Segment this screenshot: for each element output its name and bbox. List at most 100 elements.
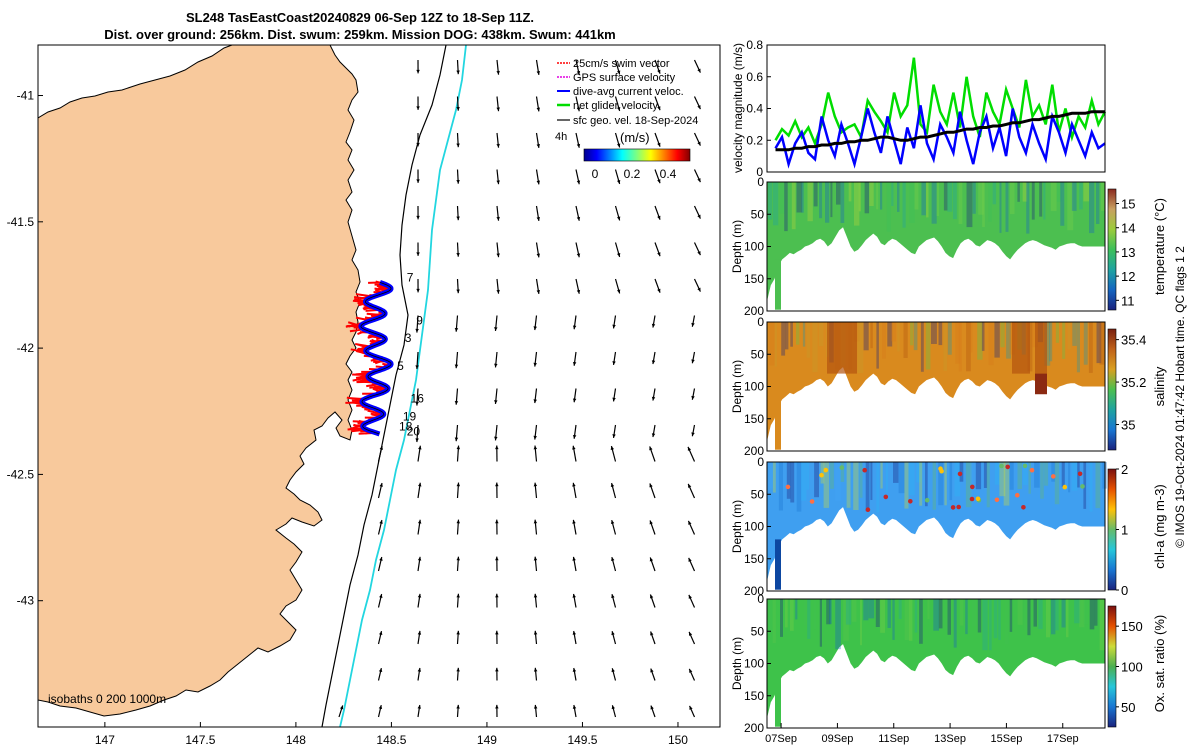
geo-velocity-arrowhead: [456, 70, 460, 75]
geo-velocity-arrowhead: [616, 143, 621, 148]
map-xtick-label: 147.5: [185, 733, 215, 747]
section-texture: [795, 599, 798, 620]
section-colorbar: [1107, 328, 1117, 451]
section-texture: [830, 182, 833, 218]
section-texture: [1028, 462, 1031, 494]
geo-velocity-arrowhead: [378, 631, 383, 636]
track-day-label: 18: [399, 419, 413, 433]
geo-velocity-arrowhead: [417, 704, 421, 709]
map-xtick-label: 147: [95, 733, 115, 747]
section-texture: [958, 182, 963, 224]
section-texture: [1088, 322, 1093, 373]
section-texture: [1026, 182, 1030, 234]
geo-velocity-arrowhead: [572, 667, 577, 672]
section-texture: [779, 182, 785, 214]
section-texture: [981, 322, 985, 351]
section-colorbar: [1107, 605, 1117, 728]
time-tick-label: 17Sep: [1047, 733, 1079, 745]
geo-velocity-arrowhead: [651, 323, 656, 328]
section-texture: [830, 462, 834, 489]
section-ytick-label: 100: [744, 520, 764, 534]
velocity-ytick-label: 0.4: [746, 102, 763, 116]
geo-velocity-arrowhead: [456, 519, 460, 524]
section-texture: [909, 182, 915, 223]
time-tick-label: 15Sep: [991, 733, 1023, 745]
section-texture: [1055, 322, 1059, 343]
geo-velocity-arrowhead: [616, 289, 621, 294]
geo-velocity-arrowhead: [536, 144, 541, 148]
section-ytick-label: 50: [751, 487, 765, 501]
section-texture: [769, 322, 775, 366]
section-texture: [1009, 462, 1014, 490]
geo-velocity-arrowhead: [417, 630, 422, 635]
speed-colorbar-tick: 0: [592, 167, 599, 181]
chl-hotspot: [1005, 464, 1010, 470]
geo-velocity-arrowhead: [616, 179, 621, 184]
section-texture: [1031, 182, 1035, 220]
section-ytick-label: 200: [744, 304, 764, 318]
section-ytick-label: 200: [744, 444, 764, 458]
section-texture: [1051, 599, 1056, 635]
section-texture: [998, 599, 1001, 640]
glider-track: [345, 280, 394, 437]
section-texture: [954, 462, 961, 497]
section-texture: [1017, 599, 1023, 625]
geo-velocity-arrowhead: [533, 704, 538, 709]
colorbar-tick-label: 150: [1121, 619, 1143, 634]
legend-gps-velocity: GPS surface velocity: [573, 72, 676, 84]
geo-velocity-arrowhead: [415, 365, 419, 370]
glider-path: [360, 282, 392, 435]
section-texture: [880, 462, 883, 489]
geo-velocity-arrowhead: [417, 667, 422, 672]
velocity-panel: 0 0.2 0.4 0.6 0.8 velocity magnitude (m/s): [731, 38, 1107, 179]
geo-velocity-arrowhead: [688, 631, 693, 636]
colorbar-tick-label: 100: [1121, 660, 1143, 675]
section-texture: [780, 599, 783, 637]
section-texture: [983, 462, 988, 488]
map-frame: [37, 44, 721, 728]
section-texture: [943, 599, 950, 629]
geo-velocity-arrowhead: [576, 143, 581, 148]
section-ytick-label: 100: [744, 240, 764, 254]
legend-current-velocity: dive-avg current veloc.: [573, 86, 684, 98]
chl-hotspot: [975, 496, 981, 502]
chl-hotspot: [1022, 463, 1028, 469]
section-texture: [913, 322, 918, 351]
geo-velocity-arrowhead: [611, 705, 616, 710]
geo-velocity-arrowhead: [379, 557, 383, 561]
geo-velocity-arrowhead: [456, 704, 460, 709]
section-texture: [1054, 462, 1060, 505]
geo-velocity-arrowhead: [496, 143, 500, 148]
geo-velocity-arrowhead: [494, 327, 498, 331]
geo-velocity-arrowhead: [416, 179, 420, 183]
section-texture: [1043, 182, 1046, 220]
geo-velocity-arrowhead: [495, 593, 499, 598]
section-texture: [1071, 462, 1078, 491]
section-texture: [953, 182, 957, 220]
isobath-1000m: [339, 45, 467, 727]
section-texture: [1031, 322, 1038, 348]
section-texture: [914, 599, 918, 633]
section-texture: [796, 322, 800, 345]
geo-velocity-arrowhead: [572, 398, 577, 403]
chl-hotspot: [1077, 471, 1083, 477]
section-texture: [784, 599, 788, 628]
geo-velocity-arrowhead: [496, 216, 500, 221]
geo-velocity-arrowhead: [572, 556, 576, 561]
geo-velocity-arrowhead: [496, 107, 500, 112]
section-ytick-label: 0: [757, 592, 764, 606]
depth-section-panel: 0 50 100 150 200 Depth (m) 35 35.2 35.4 salinity: [730, 315, 1167, 458]
section-texture: [813, 599, 817, 630]
section-texture: [1012, 322, 1030, 374]
colorbar-tick-label: 0: [1121, 583, 1128, 598]
velocity-series-line: [774, 57, 1107, 147]
section-texture: [1017, 182, 1020, 202]
geo-velocity-arrowhead: [536, 180, 541, 185]
legend-geo-velocity: sfc geo. vel. 18-Sep-2024: [573, 115, 698, 127]
section-texture: [825, 182, 830, 223]
map-axis-ticks: 147 147.5 148 148.5 149 149.5 150 -41 -41.5 -42 -4…: [7, 89, 689, 747]
chl-hotspot: [957, 471, 963, 477]
colorbar-label: Ox. sat. ratio (%): [1152, 615, 1167, 713]
time-tick-label: 11Sep: [878, 733, 909, 745]
section-texture: [977, 599, 982, 633]
